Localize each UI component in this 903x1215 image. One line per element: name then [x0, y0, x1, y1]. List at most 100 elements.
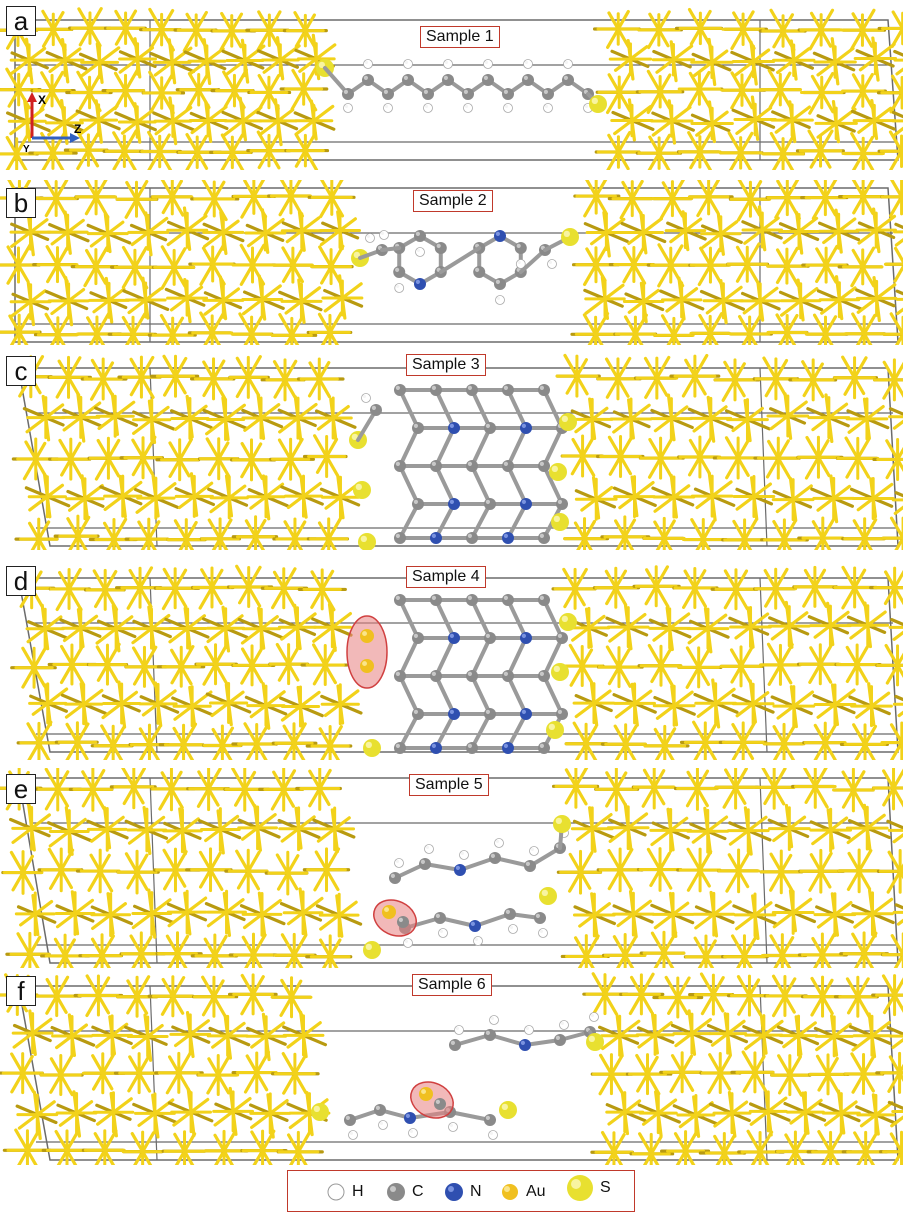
n-atom	[520, 498, 532, 510]
n-atom	[448, 632, 460, 644]
sulfur-atom-mid-left	[353, 481, 371, 499]
gold-electrode-right	[555, 353, 903, 550]
sulfur-atom-lower	[499, 1101, 517, 1119]
molecule	[346, 594, 577, 757]
nitrogen-atom-icon	[445, 1183, 463, 1201]
gold-atom	[419, 1087, 433, 1101]
gold-atom	[382, 905, 396, 919]
legend-item-n: N	[444, 1181, 482, 1203]
h-atom	[394, 858, 404, 868]
legend-item-au: Au	[500, 1181, 546, 1203]
c-atom	[562, 74, 574, 86]
n-atom	[454, 864, 466, 876]
h-atom	[543, 103, 553, 113]
panel-letter: e	[6, 774, 36, 804]
gold-atom-icon	[502, 1184, 518, 1200]
sample-label: Sample 4	[406, 566, 486, 588]
h-atom	[529, 846, 539, 856]
legend-label-n: N	[470, 1183, 482, 1200]
n-atom	[520, 422, 532, 434]
c-atom	[466, 384, 478, 396]
h-atom	[348, 1130, 358, 1140]
c-atom	[484, 1029, 496, 1041]
h-atom	[363, 59, 373, 69]
c-atom	[484, 1114, 496, 1126]
h-atom	[361, 393, 371, 403]
c-atom	[484, 422, 496, 434]
c-atom	[422, 88, 434, 100]
h-atom	[523, 59, 533, 69]
c-atom	[362, 74, 374, 86]
sulfur-atom-mid-right	[551, 663, 569, 681]
legend-item-h: H	[326, 1181, 364, 1203]
c-atom	[412, 708, 424, 720]
c-atom	[419, 858, 431, 870]
h-atom	[423, 103, 433, 113]
c-atom	[434, 242, 447, 254]
c-atom	[434, 1098, 446, 1110]
structure-diagram	[7, 353, 903, 550]
gold-electrode-left	[7, 354, 361, 550]
c-atom	[394, 532, 406, 544]
legend-label-h: H	[352, 1183, 364, 1200]
c-atom	[370, 404, 382, 416]
panel-f: f Sample 6	[0, 970, 903, 1165]
legend-label-c: C	[412, 1183, 424, 1200]
c-atom	[538, 384, 550, 396]
panel-letter: a	[6, 6, 36, 36]
z-axis-label: Z	[74, 122, 81, 136]
n-atom	[502, 742, 514, 754]
gold-electrode-right	[582, 972, 903, 1165]
h-atom	[547, 259, 557, 269]
legend-label-s: S	[600, 1179, 611, 1196]
c-atom	[414, 230, 426, 242]
gold-electrode-left	[8, 564, 363, 760]
c-atom	[534, 912, 546, 924]
n-atom	[448, 498, 460, 510]
c-atom	[389, 872, 401, 884]
c-atom	[449, 1039, 461, 1051]
c-atom	[489, 852, 501, 864]
panel-b: b Sample 2	[0, 180, 903, 345]
n-atom	[414, 278, 426, 290]
highlight-ellipse	[346, 615, 388, 689]
c-atom	[538, 460, 550, 472]
sulfur-atom-icon	[567, 1175, 593, 1201]
h-atom	[415, 247, 425, 257]
sulfur-atom-lower	[539, 887, 557, 905]
panel-e: e Sample 5	[0, 768, 903, 968]
h-atom	[378, 1120, 388, 1130]
c-atom	[542, 88, 554, 100]
c-atom	[412, 498, 424, 510]
c-atom	[466, 742, 478, 754]
gold-electrode-right	[551, 768, 903, 968]
molecule	[311, 1012, 604, 1140]
panel-letter: d	[6, 566, 36, 596]
sulfur-atom-left	[363, 941, 381, 959]
c-atom	[393, 266, 406, 278]
molecule	[351, 228, 579, 305]
molecule	[363, 815, 571, 959]
legend-label-au: Au	[526, 1183, 546, 1200]
gold-electrode-left	[0, 973, 331, 1165]
c-atom	[394, 460, 406, 472]
gold-electrode-right	[570, 180, 903, 345]
h-atom	[448, 1122, 458, 1132]
sample-label: Sample 3	[406, 354, 486, 376]
h-atom	[463, 103, 473, 113]
c-atom	[554, 1034, 566, 1046]
hydrogen-atom-icon	[327, 1183, 345, 1201]
c-atom	[538, 742, 550, 754]
h-atom	[483, 59, 493, 69]
legend-item-s: S	[566, 1175, 611, 1201]
n-atom	[520, 632, 532, 644]
structure-diagram	[8, 564, 903, 760]
sulfur-atom-lower-right	[551, 513, 569, 531]
h-atom	[515, 259, 526, 269]
structure-diagram	[0, 180, 903, 345]
c-atom	[482, 74, 494, 86]
carbon-atom-icon	[387, 1183, 405, 1201]
h-atom	[343, 103, 353, 113]
c-atom	[382, 88, 394, 100]
sulfur-atom-lower-right	[546, 721, 564, 739]
